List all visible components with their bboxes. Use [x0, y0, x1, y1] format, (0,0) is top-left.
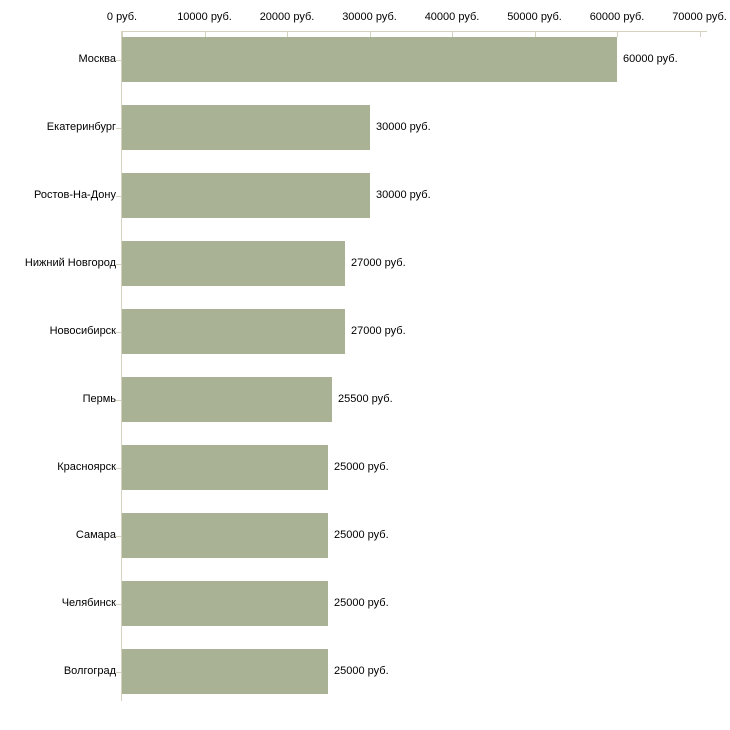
x-tick-label: 0 руб. — [106, 11, 138, 23]
x-tick-mark — [699, 32, 701, 37]
category-label: Самара — [75, 529, 116, 541]
x-tick-mark — [369, 32, 371, 37]
x-tick-mark — [204, 32, 206, 37]
x-tick-label: 30000 руб. — [342, 11, 397, 23]
y-tick-mark — [116, 264, 121, 265]
x-axis-line — [121, 31, 707, 32]
bar — [122, 309, 345, 354]
category-label: Пермь — [82, 393, 116, 405]
x-tick-label: 20000 руб. — [259, 11, 315, 23]
value-label: 60000 руб. — [623, 53, 678, 65]
y-tick-mark — [116, 332, 121, 333]
category-label: Волгоград — [63, 665, 116, 677]
bar — [122, 173, 370, 218]
value-label: 30000 руб. — [376, 121, 431, 133]
bar — [122, 377, 332, 422]
bar — [122, 241, 345, 286]
y-tick-mark — [116, 468, 121, 469]
value-label: 27000 руб. — [351, 257, 406, 269]
y-tick-mark — [116, 536, 121, 537]
x-tick-mark — [122, 32, 123, 37]
bar — [122, 649, 328, 694]
x-tick-label: 10000 руб. — [177, 11, 232, 23]
value-label: 25000 руб. — [334, 597, 389, 609]
value-label: 25000 руб. — [334, 529, 389, 541]
value-label: 30000 руб. — [376, 189, 431, 201]
x-tick-label: 70000 руб. — [672, 11, 727, 23]
y-tick-mark — [116, 672, 121, 673]
bar — [122, 445, 328, 490]
x-tick-mark — [287, 32, 288, 37]
bar — [122, 513, 328, 558]
value-label: 25500 руб. — [338, 393, 393, 405]
bar — [122, 37, 617, 82]
y-tick-mark — [116, 60, 121, 61]
y-tick-mark — [116, 400, 121, 401]
x-tick-label: 50000 руб. — [507, 11, 562, 23]
y-tick-mark — [116, 196, 121, 197]
bar — [122, 105, 370, 150]
value-label: 25000 руб. — [334, 461, 389, 473]
value-label: 25000 руб. — [334, 665, 389, 677]
bar — [122, 581, 328, 626]
y-axis-line — [121, 31, 122, 701]
x-tick-mark — [534, 32, 536, 37]
category-label: Новосибирск — [49, 325, 116, 337]
x-tick-label: 40000 руб. — [424, 11, 480, 23]
category-label: Ростов-На-Дону — [33, 189, 116, 201]
category-label: Москва — [78, 53, 116, 65]
x-tick-label: 60000 руб. — [589, 11, 645, 23]
x-tick-mark — [617, 32, 618, 37]
value-label: 27000 руб. — [351, 325, 406, 337]
category-label: Челябинск — [61, 597, 116, 609]
category-label: Красноярск — [57, 461, 116, 473]
y-tick-mark — [116, 128, 121, 129]
x-tick-mark — [452, 32, 453, 37]
category-label: Екатеринбург — [46, 121, 116, 133]
category-label: Нижний Новгород — [24, 257, 116, 269]
y-tick-mark — [116, 604, 121, 605]
